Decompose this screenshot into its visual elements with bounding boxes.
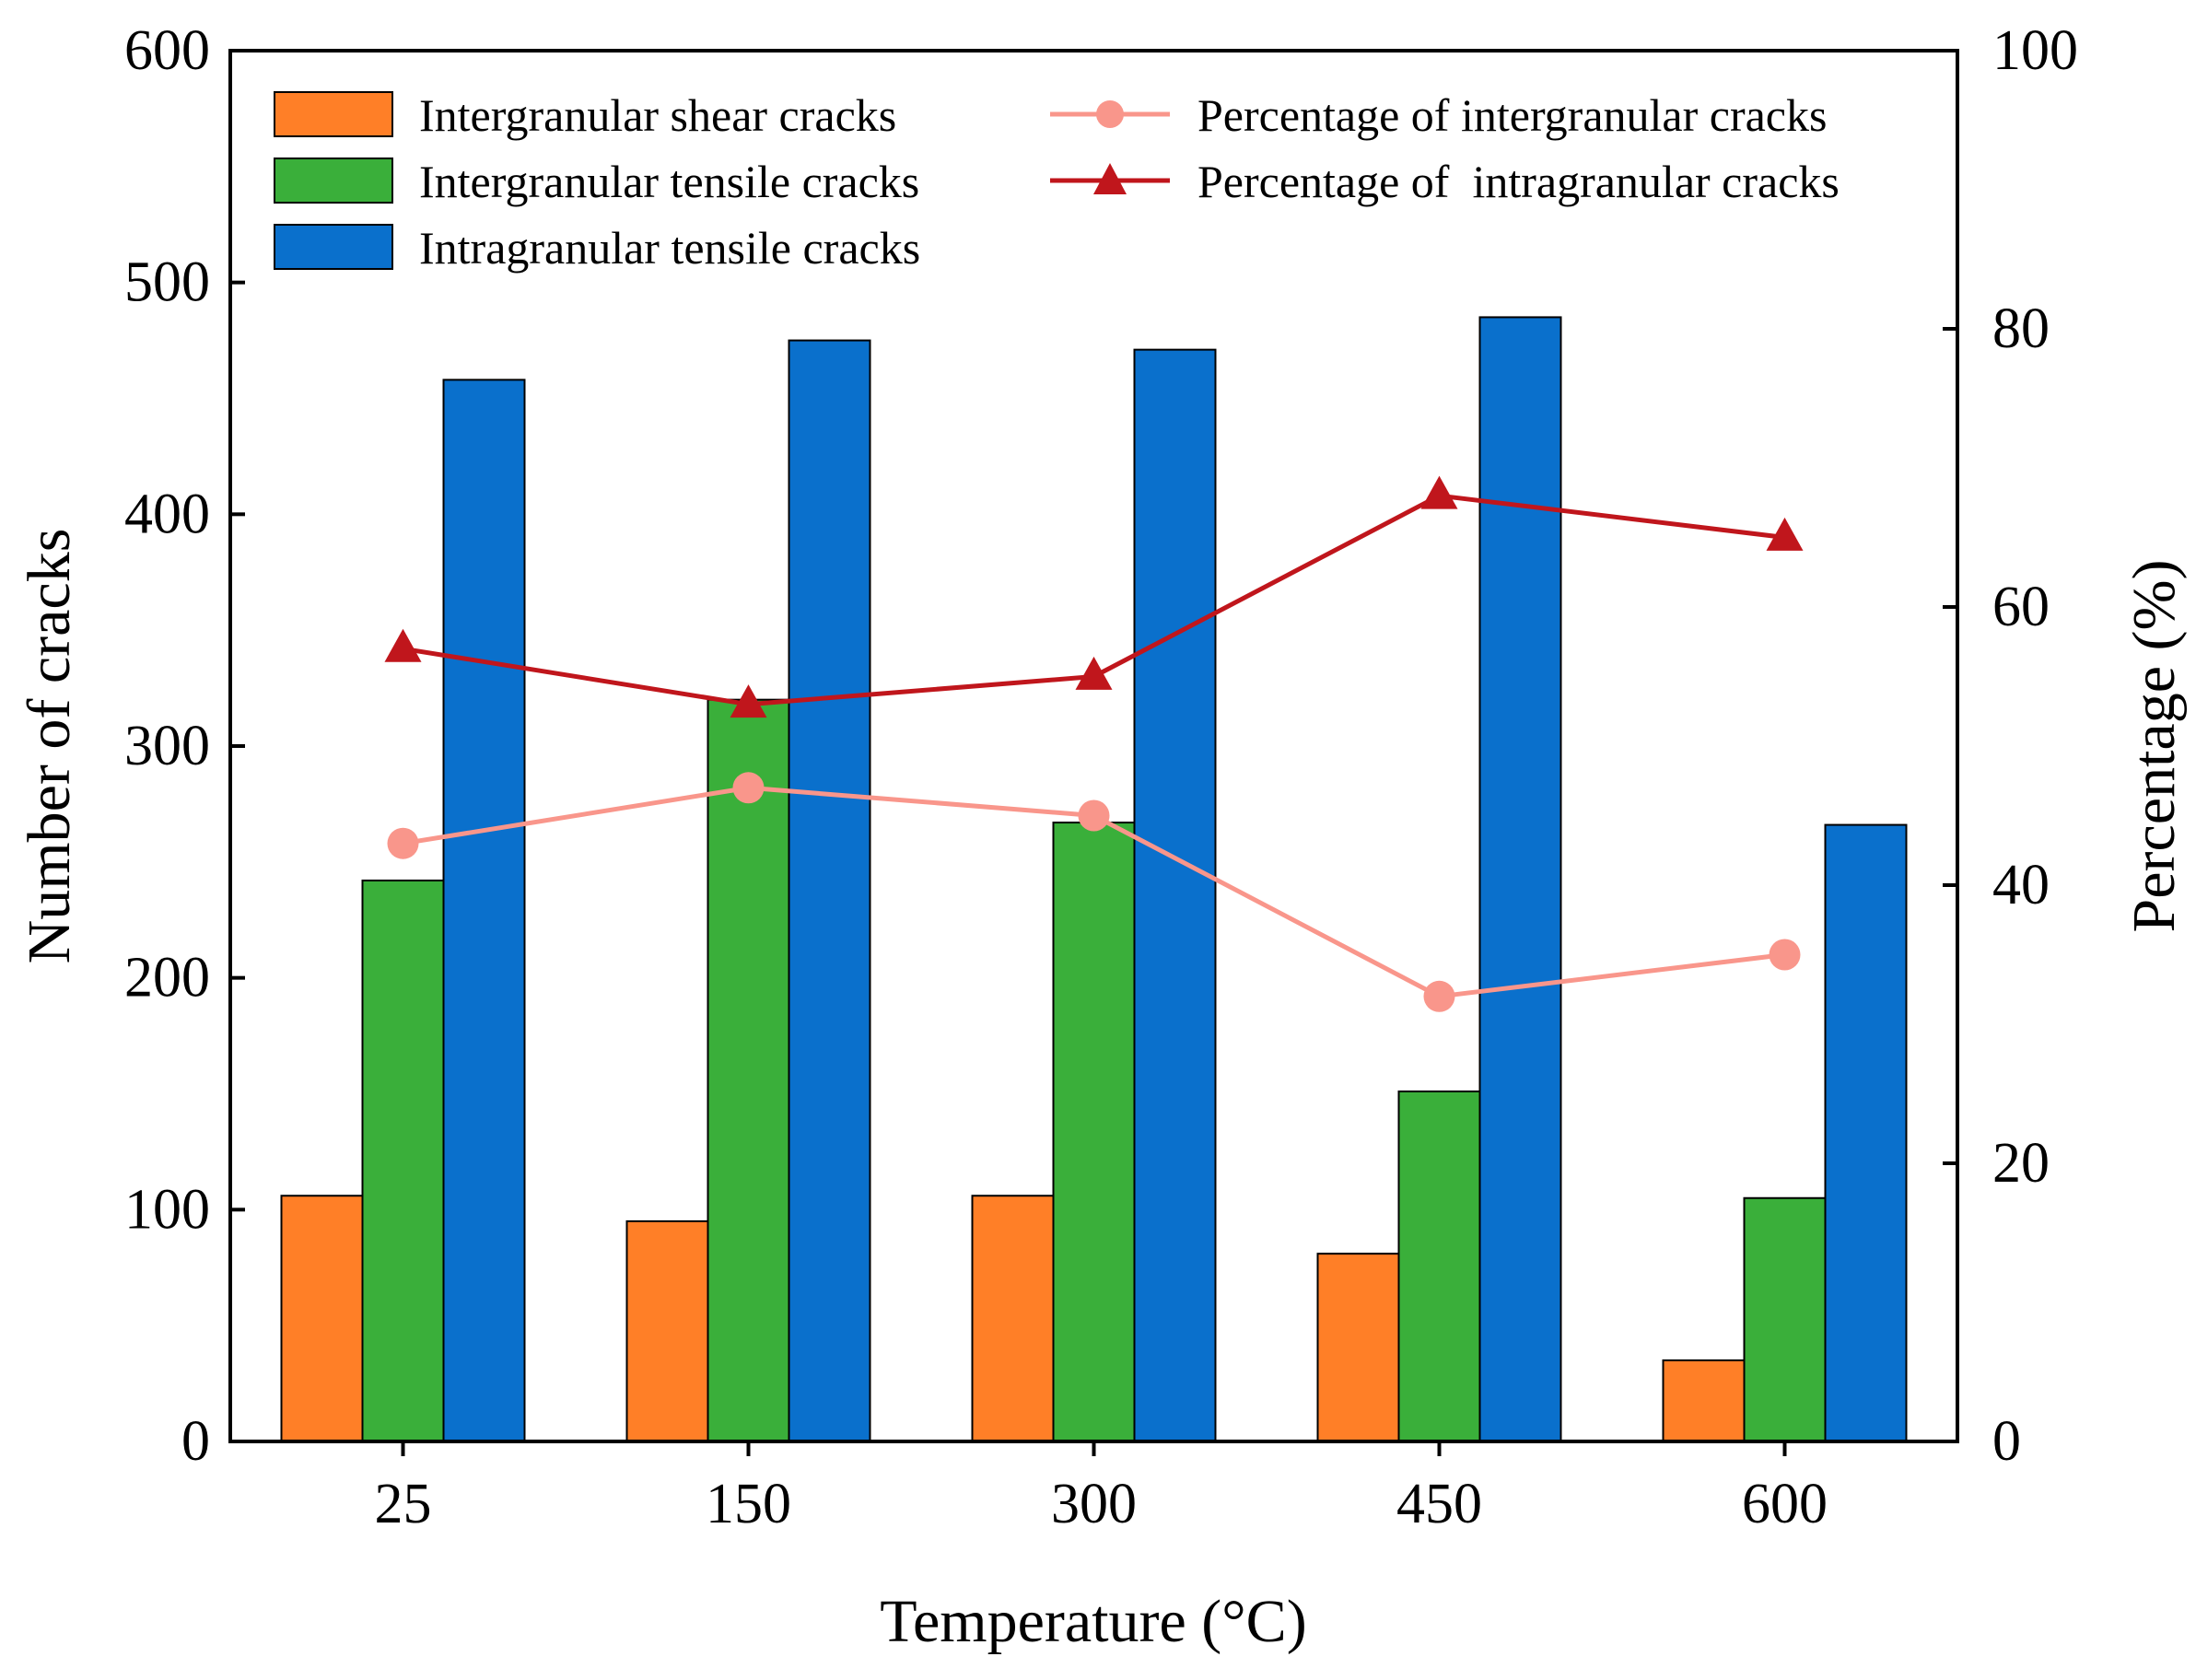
bar-s1-c1 [707, 698, 790, 1442]
y-left-tick-label-6: 600 [124, 19, 210, 82]
y-left-tick-label-2: 200 [124, 947, 210, 1009]
y-left-tick-label-3: 300 [124, 715, 210, 777]
legend-marker-intragranular-pct [1093, 163, 1127, 194]
bar-s0-c2 [971, 1195, 1055, 1442]
point-s0-c3 [1423, 980, 1455, 1012]
y-right-tick-label-1: 20 [1992, 1132, 2050, 1195]
y-axis-left: 0 100 200 300 400 500 600 [124, 19, 245, 1473]
legend-swatch-shear [274, 91, 393, 137]
legend-label-intergranular-pct: Percentage of intergranular cracks [1197, 89, 1827, 141]
legend-marker-intergranular-pct [1096, 100, 1124, 128]
x-tick-label-4: 600 [1742, 1473, 1828, 1535]
y-left-tick-label-4: 400 [124, 483, 210, 545]
bar-s2-c0 [442, 379, 526, 1442]
bar-s1-c0 [361, 879, 445, 1442]
bar-s0-c1 [625, 1219, 709, 1442]
legend-label-intragranular-pct: Percentage of intragranular cracks [1197, 156, 1840, 207]
y-left-tick-label-0: 0 [181, 1410, 210, 1473]
bar-s2-c4 [1824, 823, 1908, 1442]
y-right-tick-label-2: 40 [1992, 854, 2050, 916]
bar-s0-c4 [1662, 1359, 1746, 1442]
legend-swatch-intragranular-tensile [274, 224, 393, 270]
y-right-tick-label-3: 60 [1992, 576, 2050, 638]
bars-layer [280, 316, 1908, 1443]
lines-layer [384, 475, 1804, 1012]
bar-s1-c4 [1743, 1196, 1827, 1442]
bar-s0-c3 [1316, 1253, 1400, 1443]
point-s0-c1 [732, 772, 765, 804]
point-s1-c3 [1420, 475, 1458, 509]
bar-s2-c2 [1133, 348, 1217, 1442]
bar-s0-c0 [280, 1195, 364, 1442]
point-s0-c2 [1078, 799, 1110, 832]
bar-s2-c3 [1478, 316, 1562, 1443]
y-right-tick-label-5: 100 [1992, 19, 2078, 82]
x-axis-title: Temperature (°C) [880, 1588, 1306, 1655]
x-tick-label-1: 150 [706, 1473, 791, 1535]
x-axis: 25 150 300 450 600 [375, 1441, 1828, 1535]
x-tick-label-2: 300 [1051, 1473, 1137, 1535]
point-s0-c4 [1769, 939, 1801, 971]
x-tick-label-0: 25 [375, 1473, 432, 1535]
point-s1-c1 [730, 684, 767, 718]
x-tick-label-3: 450 [1396, 1473, 1482, 1535]
y-right-tick-label-4: 80 [1992, 298, 2050, 360]
bar-s1-c2 [1052, 822, 1136, 1442]
legend: Intergranular shear cracks Intergranular… [274, 89, 1840, 274]
point-s1-c4 [1766, 517, 1804, 551]
y-axis-title: Number of cracks [16, 529, 83, 964]
y-left-tick-label-1: 100 [124, 1178, 210, 1241]
y2-axis-title: Percentage (%) [2120, 560, 2188, 933]
y-axis-right: 0 20 40 60 80 100 [1943, 19, 2078, 1473]
legend-swatch-intergranular-tensile [274, 158, 393, 204]
point-s1-c0 [384, 628, 422, 662]
y-left-tick-label-5: 500 [124, 251, 210, 314]
legend-label-intragranular-tensile: Intragranular tensile cracks [419, 222, 920, 274]
legend-label-intergranular-tensile: Intergranular tensile cracks [419, 156, 919, 207]
bar-s1-c3 [1397, 1090, 1481, 1442]
y-right-tick-label-0: 0 [1992, 1410, 2021, 1473]
point-s1-c2 [1075, 656, 1113, 690]
legend-label-shear: Intergranular shear cracks [419, 89, 896, 141]
bar-s2-c1 [788, 339, 871, 1442]
point-s0-c0 [387, 827, 419, 859]
